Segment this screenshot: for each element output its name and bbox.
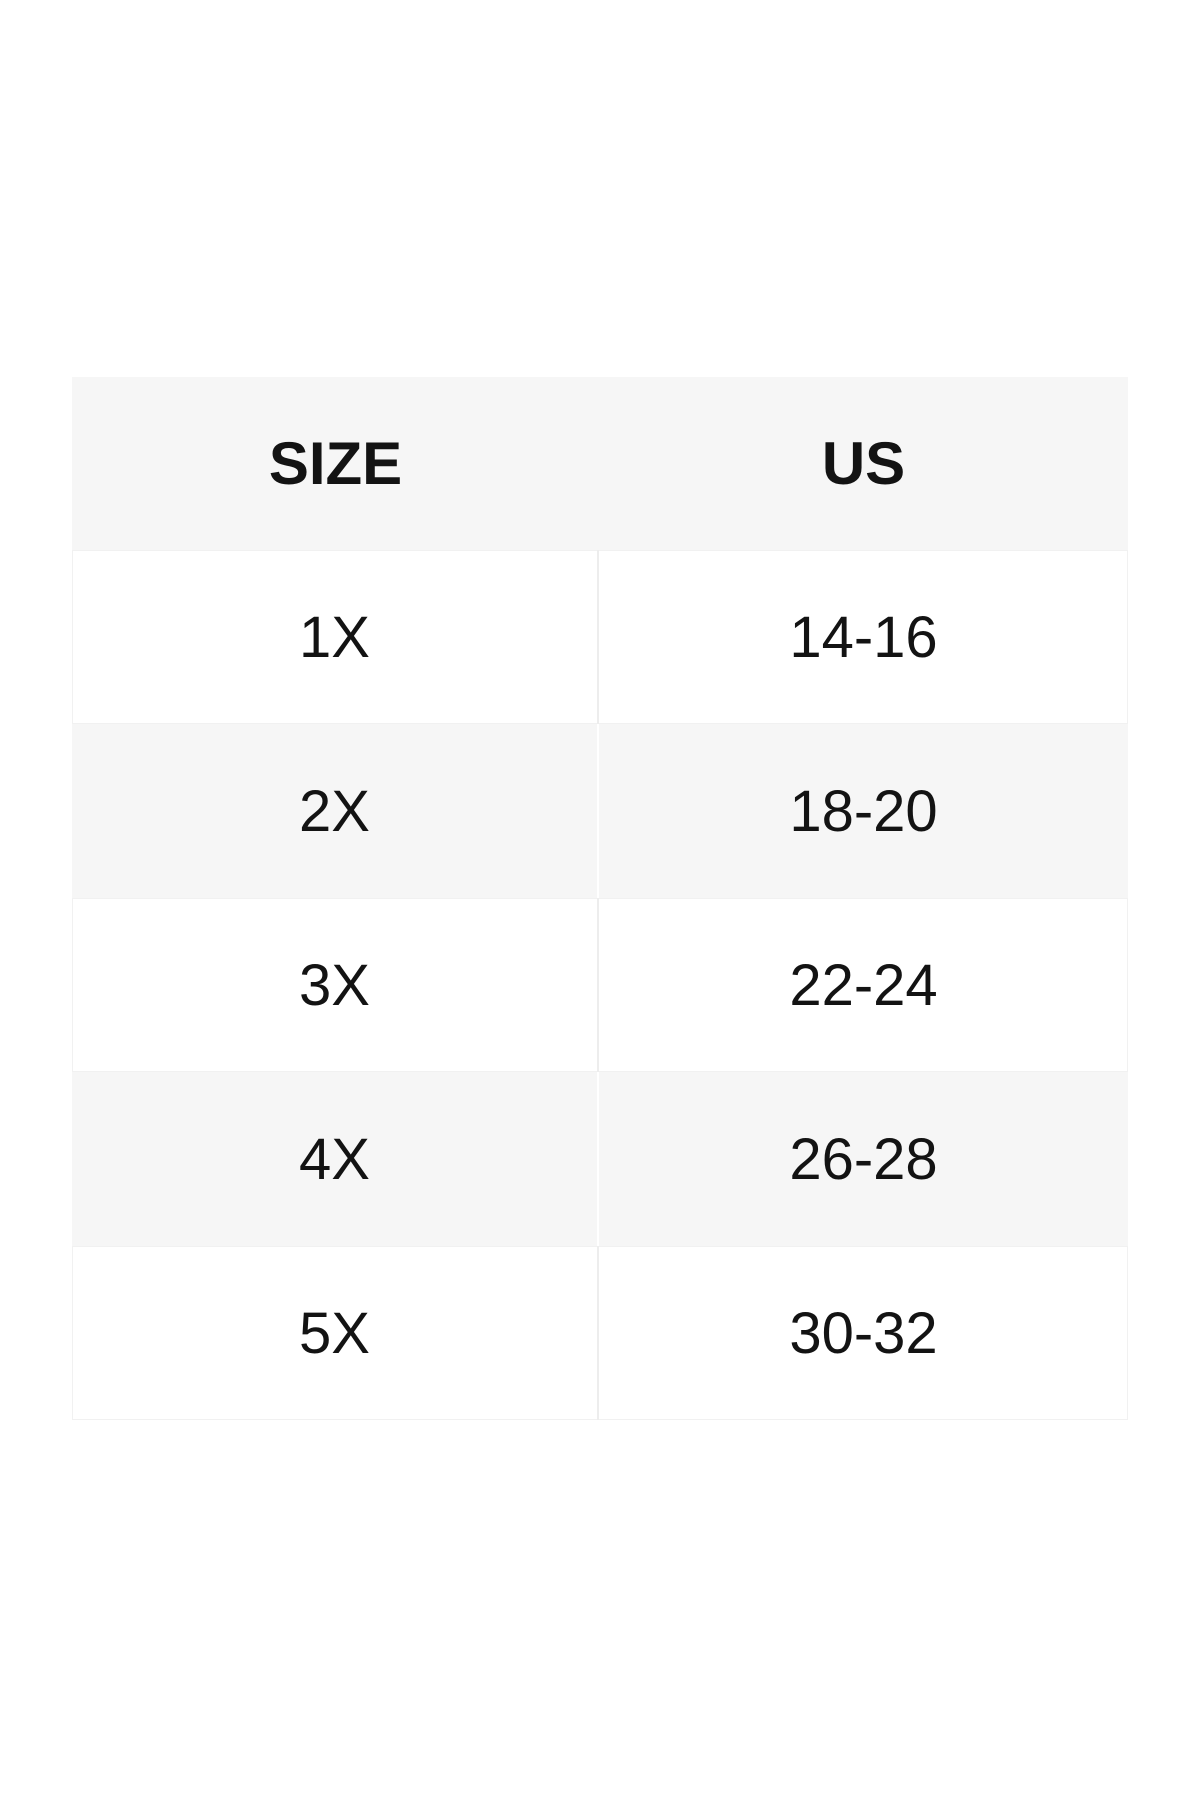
- table-row: 5X 30-32: [72, 1246, 1128, 1420]
- us-cell: 30-32: [789, 1300, 938, 1366]
- us-cell: 26-28: [789, 1126, 938, 1192]
- us-cell: 14-16: [789, 604, 938, 670]
- size-cell: 5X: [72, 1246, 599, 1420]
- table-row: 4X 26-28: [72, 1072, 1128, 1246]
- size-cell: 1X: [72, 550, 599, 724]
- column-header-us: US: [821, 430, 906, 497]
- size-cell: 2X: [72, 724, 599, 898]
- us-cell: 22-24: [789, 952, 938, 1018]
- size-chart-table: SIZE US 1X 14-16 2X 18-20 3X 22-24 4X 26…: [72, 377, 1128, 1420]
- size-cell: 4X: [72, 1072, 599, 1246]
- table-row: 3X 22-24: [72, 898, 1128, 1072]
- table-header-row: SIZE US: [72, 377, 1128, 550]
- size-cell: 3X: [72, 898, 599, 1072]
- us-cell: 18-20: [789, 778, 938, 844]
- table-row: 1X 14-16: [72, 550, 1128, 724]
- column-header-size: SIZE: [268, 430, 403, 497]
- table-row: 2X 18-20: [72, 724, 1128, 898]
